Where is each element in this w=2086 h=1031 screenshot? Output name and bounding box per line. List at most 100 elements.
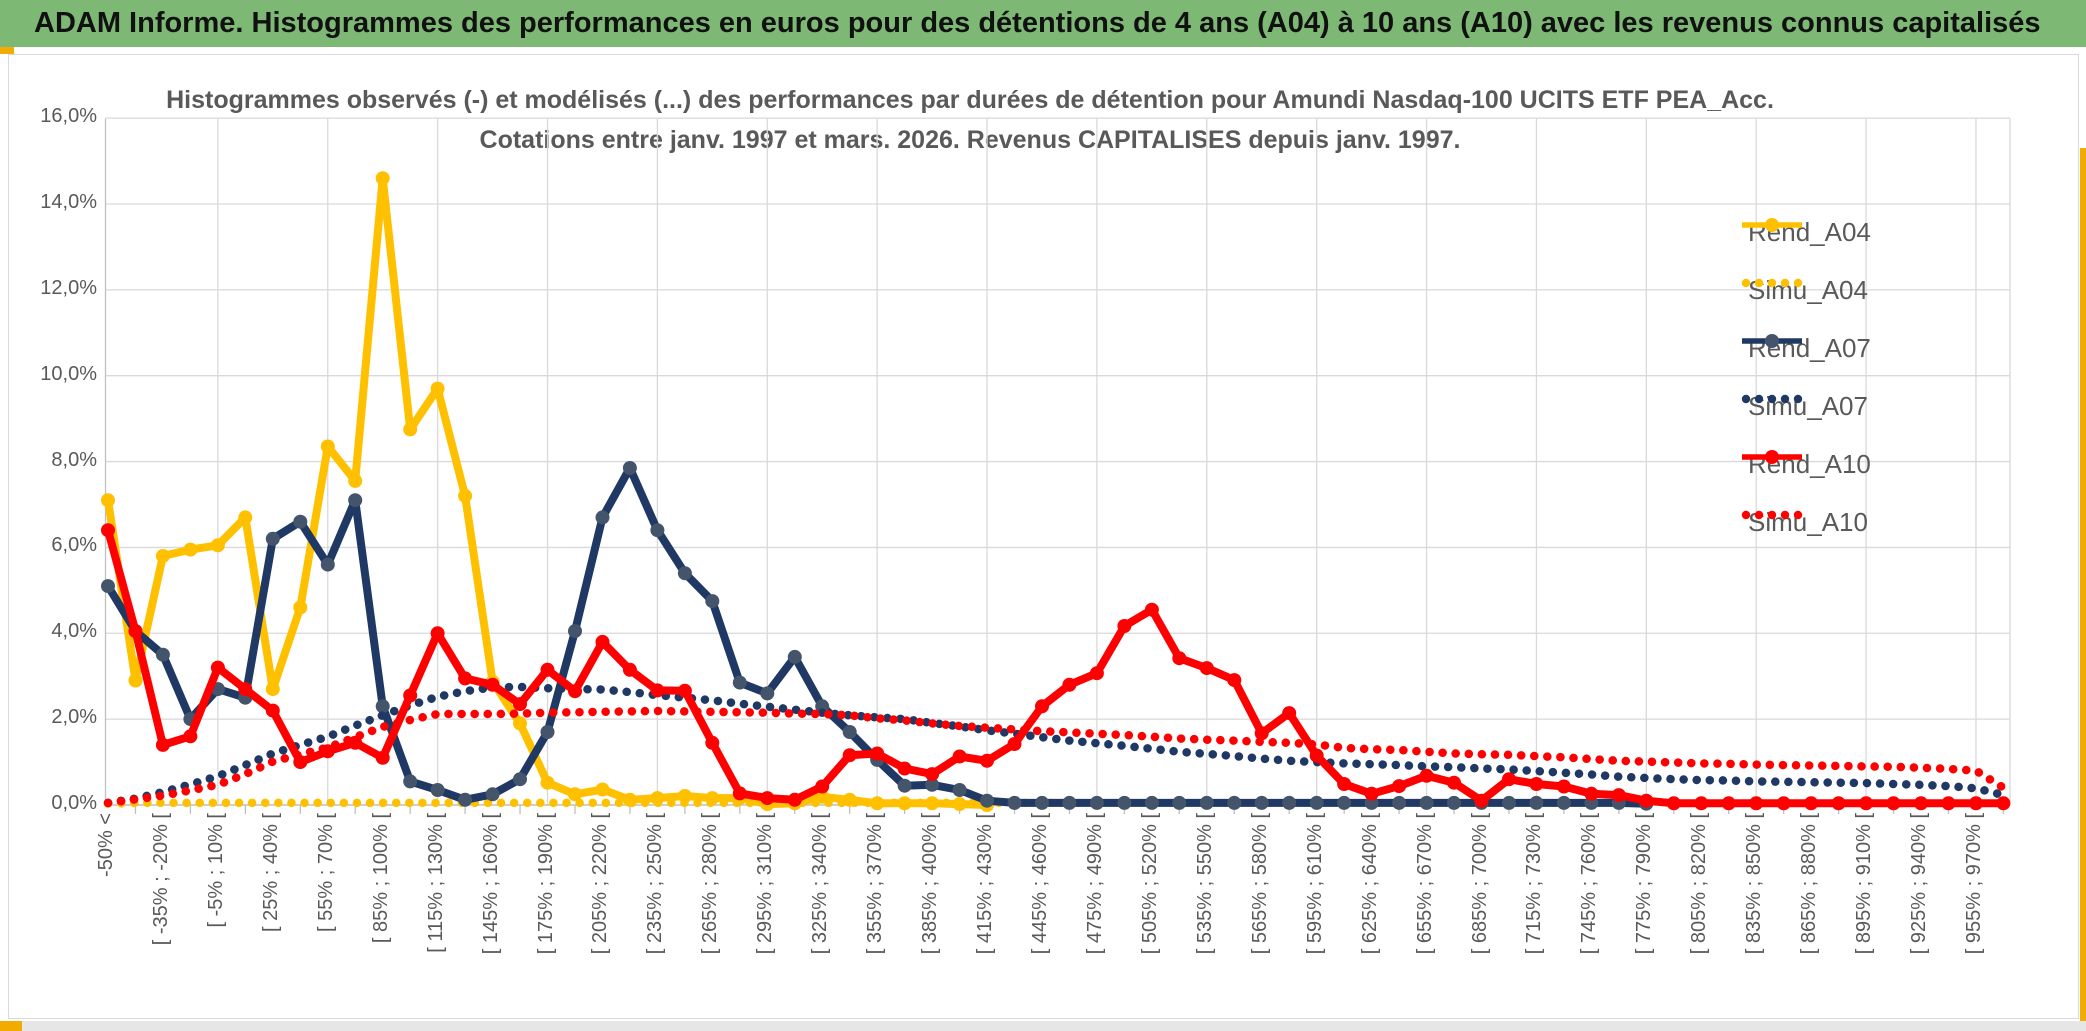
marker-Rend_A10	[1007, 737, 1022, 751]
marker-Rend_A04	[677, 789, 692, 803]
x-axis-label: [ 955% ; 970% [	[1962, 813, 1985, 955]
marker-Rend_A10	[595, 634, 610, 649]
y-axis-label: 14,0%	[40, 190, 97, 213]
y-axis-label: 2,0%	[51, 706, 97, 729]
legend-item-Rend_A07[interactable]: Rend_A07	[1740, 331, 1871, 365]
marker-Rend_A07	[375, 699, 390, 714]
marker-Rend_A10	[952, 749, 967, 764]
marker-Rend_A07	[458, 792, 473, 807]
y-axis-label: 4,0%	[51, 620, 97, 643]
marker-Rend_A07	[760, 686, 775, 701]
marker-Rend_A07	[650, 523, 665, 538]
x-axis-label: [ 25% ; 40% [	[259, 813, 282, 932]
legend-item-Simu_A10[interactable]: Simu_A10	[1740, 505, 1868, 539]
sheet-header-bar: ADAM Informe. Histogrammes des performan…	[0, 0, 2086, 47]
marker-Rend_A10	[1804, 796, 1819, 811]
y-axis-label: 12,0%	[40, 276, 97, 299]
marker-Rend_A10	[540, 662, 555, 677]
legend-sample-solid	[1742, 218, 1802, 232]
series-line-Simu_A04[interactable]	[103, 798, 1074, 808]
marker-Rend_A07	[1337, 795, 1352, 810]
sheet-header-title: ADAM Informe. Histogrammes des performan…	[34, 7, 2041, 39]
marker-Rend_A10	[1556, 779, 1571, 794]
marker-Rend_A10	[732, 786, 747, 801]
marker-Rend_A10	[1886, 796, 1901, 811]
x-axis-label: [ 685% ; 700% [	[1468, 813, 1491, 955]
marker-Rend_A07	[1447, 795, 1461, 810]
marker-Rend_A07	[787, 649, 802, 664]
marker-Rend_A10	[1364, 786, 1379, 801]
marker-Rend_A07	[540, 725, 555, 739]
marker-Rend_A04	[595, 782, 610, 797]
x-axis-label: [ 235% ; 250% [	[644, 813, 667, 955]
x-axis-label: [ 745% ; 760% [	[1578, 813, 1601, 955]
x-axis-label: [ 55% ; 70% [	[314, 813, 337, 932]
marker-Rend_A07	[1392, 795, 1407, 810]
marker-Rend_A07	[403, 774, 418, 789]
marker-Rend_A10	[1089, 666, 1104, 681]
marker-Rend_A07	[815, 699, 830, 714]
x-axis-label: [ 715% ; 730% [	[1523, 813, 1546, 955]
marker-Rend_A07	[1035, 795, 1049, 810]
marker-Rend_A10	[128, 624, 143, 639]
marker-Rend_A04	[320, 439, 335, 454]
x-axis-label: [ 115% ; 130% [	[424, 813, 447, 953]
marker-Rend_A07	[677, 566, 692, 581]
marker-Rend_A07	[952, 783, 967, 797]
legend-sample-dotted	[1741, 278, 1803, 288]
chart-object-frame[interactable]	[8, 54, 2079, 1019]
marker-Rend_A07	[1117, 795, 1132, 810]
marker-Rend_A04	[513, 716, 527, 731]
marker-Rend_A07	[513, 772, 527, 787]
marker-Rend_A10	[787, 792, 802, 807]
marker-Rend_A10	[870, 746, 885, 761]
marker-Rend_A10	[1062, 677, 1077, 692]
y-axis-label: 8,0%	[51, 448, 97, 471]
series-line-Simu_A10[interactable]	[103, 706, 2008, 808]
series-line-Simu_A07[interactable]	[103, 682, 2008, 808]
legend-label: Simu_A04	[1748, 274, 1868, 305]
y-axis-label: 0,0%	[51, 792, 97, 814]
marker-Rend_A10	[1996, 796, 2011, 811]
marker-Rend_A10	[238, 682, 253, 697]
chart-title-line1: Histogrammes observés (-) et modélisés (…	[166, 86, 1774, 114]
legend-sample-dotted	[1741, 510, 1803, 520]
legend-item-Rend_A10[interactable]: Rend_A10	[1740, 447, 1871, 481]
bottom-scrollbar-track[interactable]	[0, 1021, 2086, 1031]
series-line-Rend_A10[interactable]	[104, 526, 2008, 808]
marker-Rend_A10	[1282, 706, 1297, 721]
marker-Rend_A10	[1035, 699, 1049, 714]
legend-item-Simu_A07[interactable]: Simu_A07	[1740, 389, 1868, 423]
x-axis-label: [ 445% ; 460% [	[1028, 813, 1051, 955]
marker-Rend_A10	[210, 660, 225, 675]
marker-Rend_A10	[403, 688, 418, 703]
marker-Rend_A04	[348, 473, 363, 488]
marker-Rend_A10	[897, 761, 912, 776]
marker-Rend_A10	[842, 748, 857, 763]
marker-Rend_A04	[155, 549, 170, 563]
x-axis-label: [ 505% ; 520% [	[1138, 813, 1161, 955]
marker-Rend_A10	[1721, 796, 1736, 811]
marker-Rend_A07	[980, 793, 994, 808]
marker-Rend_A10	[705, 735, 720, 750]
gold-accent-top-left	[0, 47, 14, 54]
marker-Rend_A07	[293, 514, 308, 529]
legend-item-Rend_A04[interactable]: Rend_A04	[1740, 215, 1871, 249]
marker-Rend_A10	[1611, 788, 1626, 803]
marker-Rend_A10	[1694, 796, 1709, 811]
legend-label: Simu_A10	[1748, 506, 1868, 537]
marker-Rend_A07	[101, 579, 115, 594]
marker-Rend_A10	[677, 683, 692, 698]
marker-Rend_A10	[1144, 602, 1159, 617]
legend-item-Simu_A04[interactable]: Simu_A04	[1740, 273, 1868, 307]
x-axis-label: [ 85% ; 100% [	[369, 813, 392, 944]
gold-scrollbar-right[interactable]	[2080, 148, 2086, 1021]
chart-title: Histogrammes observés (-) et modélisés (…	[140, 80, 1800, 160]
marker-Rend_A10	[650, 683, 665, 698]
marker-Rend_A10	[1529, 777, 1544, 791]
x-axis-label: [ 475% ; 490% [	[1083, 813, 1106, 955]
marker-Rend_A07	[1502, 795, 1516, 810]
legend-sample-dotted	[1741, 394, 1803, 404]
